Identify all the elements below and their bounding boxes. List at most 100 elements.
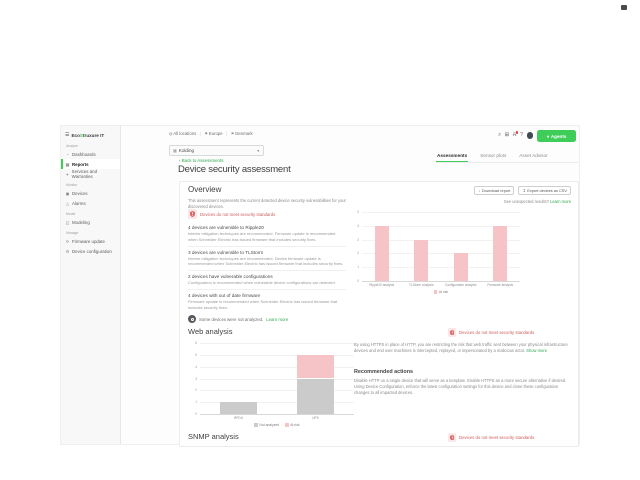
download-report-button[interactable]: ↓ Download report [474, 186, 515, 195]
help-icon[interactable]: ? [519, 131, 523, 138]
notifications-icon[interactable]: ⍾ [512, 131, 519, 138]
config-icon: ⚙ [65, 248, 70, 254]
page-title: Device security assessment [178, 164, 291, 175]
y-tick-label: 2 [195, 388, 197, 393]
y-tick-label: 0 [357, 279, 359, 283]
breadcrumb-item-all-locations[interactable]: ◍ All locations [169, 131, 196, 136]
unexpected-results-note: See unexpected results? Learn more [504, 199, 571, 204]
x-category-label: Ripple20 analysis [369, 283, 395, 287]
sidebar-item-services-and-warranties[interactable]: ✦ Services and Warranties [61, 169, 120, 179]
legend-entry-at-risk: At risk [433, 290, 448, 294]
devices-icon: ▣ [65, 190, 70, 196]
legend-swatch [433, 290, 438, 294]
download-icon: ↓ [478, 188, 481, 193]
sidebar-item-label: Modeling [72, 219, 90, 225]
globe-icon: ◍ [169, 132, 173, 136]
alarms-icon: △ [65, 200, 70, 206]
breadcrumb-separator: | [226, 131, 228, 136]
bar-rpdu-not-analyzed [220, 402, 257, 414]
sidebar-section-label: Analyze [66, 144, 79, 148]
pin-icon: ⚑ [204, 132, 208, 136]
not-analyzed-note: Some devices were not analyzed. Learn mo… [188, 315, 288, 323]
web-analysis-paragraph: By using HTTPS in place of HTTP, you are… [354, 342, 573, 354]
modeling-icon: ◱ [65, 219, 70, 225]
x-category-label: TLStorm analysis [408, 283, 434, 287]
reports-icon: ▤ [65, 161, 70, 167]
sidebar-item-dashboards[interactable]: ◔ Dashboards [61, 149, 120, 159]
tab-sensor-plots[interactable]: Sensor plots [480, 153, 507, 158]
search-icon[interactable]: ⌕ [498, 131, 502, 138]
x-category-label: RPDU [233, 416, 244, 420]
x-axis-line [362, 281, 520, 282]
y-tick-label: 4 [195, 364, 197, 369]
sidebar-section-label: Manage [66, 231, 79, 235]
gridline [362, 239, 520, 241]
breadcrumb: ◍ All locations | ⚑ Europe | ⚑ Denmark [169, 131, 253, 136]
y-tick-label: 2 [357, 251, 359, 256]
location-selector-value: Kolding [178, 148, 195, 153]
bar-tlstorm-analysis-at-risk [414, 239, 429, 281]
sidebar-item-reports[interactable]: ▤ Reports [61, 159, 120, 169]
shield-alert-icon [448, 433, 456, 442]
location-selector[interactable]: ▦ Kolding ▼ [169, 145, 264, 156]
overview-alert-link[interactable]: Devices do not meet security standards [200, 211, 276, 217]
overview-title: Overview [188, 185, 222, 194]
agents-button[interactable]: ● Agents [537, 130, 576, 142]
breadcrumb-item-europe[interactable]: ⚑ Europe [204, 131, 222, 136]
breadcrumb-label: All locations [173, 131, 197, 136]
x-category-label: Firmware analysis [487, 283, 514, 287]
x-category-label: Configuration analysis [445, 283, 477, 287]
sidebar-item-device-configuration[interactable]: ⚙ Device configuration [61, 246, 120, 256]
bar-firmware-analysis-at-risk [493, 225, 508, 281]
web-analysis-chart: 0 1 2 3 4 5 6 RPDU UPS Not analyzed At risk [188, 340, 356, 438]
gridline [200, 354, 354, 356]
bar-ups-at-risk [297, 354, 334, 379]
back-link-label: Back to Assessments [181, 158, 224, 163]
assessment-card: Overview ↓ Download report ↥ Export devi… [179, 181, 579, 447]
legend-entry-at-risk: At risk [285, 423, 300, 427]
shield-alert-icon [448, 328, 456, 337]
logo-accent: S [79, 132, 83, 138]
notification-badge [515, 131, 519, 134]
back-link[interactable]: ‹ Back to Assessments [179, 158, 224, 163]
sidebar-section-label: Model [66, 212, 76, 216]
overview-chart: 0 1 2 3 4 5 Ripple20 analysis TLStorm analysis C… [350, 209, 532, 305]
bar-configuration-analysis-at-risk [453, 253, 468, 281]
avatar[interactable] [526, 132, 533, 139]
web-alert-link[interactable]: Devices do not meet security standards [459, 330, 535, 335]
chevron-down-icon: ▼ [256, 148, 260, 153]
y-tick-label: 3 [195, 376, 197, 381]
tab-asset-advisor[interactable]: Asset Advisor [519, 153, 548, 158]
bar-ripple20-analysis-at-risk [374, 225, 389, 281]
sidebar-item-firmware-update[interactable]: ⟳ Firmware update [61, 236, 120, 246]
y-tick-label: 6 [195, 341, 197, 345]
export-csv-button[interactable]: ↥ Export devices as CSV [518, 186, 571, 195]
top-icon-bar: ⌕ ⊞ ⍾? [498, 131, 533, 139]
y-tick-label: 4 [357, 223, 359, 228]
pin-icon: ⚑ [230, 132, 235, 136]
web-security-alert: Devices do not meet security standards [448, 328, 534, 337]
finding-description: Interim mitigation techniques are recomm… [188, 231, 336, 242]
menu-icon[interactable]: ☰ [65, 132, 70, 138]
not-analyzed-learn-more-link[interactable]: Learn more [266, 316, 289, 322]
sidebar-item-alarms[interactable]: △ Alarms [61, 198, 120, 208]
gridline [362, 253, 520, 255]
breadcrumb-item-denmark[interactable]: ⚑ Denmark [231, 131, 253, 136]
not-analyzed-text: Some devices were not analyzed. [199, 316, 264, 322]
services-icon: ✦ [65, 171, 69, 177]
chart-legend: At risk [362, 290, 520, 294]
show-more-link[interactable]: Show more [526, 348, 547, 354]
tab-assessments[interactable]: Assessments [436, 150, 469, 162]
screen-corner-artifact [621, 5, 627, 10]
y-tick-label: 5 [195, 352, 197, 357]
sidebar-item-devices[interactable]: ▣ Devices [61, 188, 120, 198]
snmp-alert-link[interactable]: Devices do not meet security standards [459, 435, 535, 440]
agents-button-label: Agents [550, 133, 567, 139]
building-icon: ▦ [173, 148, 177, 153]
sidebar-item-modeling[interactable]: ◱ Modeling [61, 217, 120, 227]
finding-item: 3 devices are vulnerable to TLStorm Inter… [188, 247, 346, 272]
unexpected-learn-more-link[interactable]: Learn more [550, 199, 571, 204]
sidebar-item-label: Firmware update [72, 238, 105, 244]
apps-icon[interactable]: ⊞ [504, 131, 510, 138]
finding-item: 4 devices are vulnerable to Ripple20 Inte… [188, 222, 346, 247]
